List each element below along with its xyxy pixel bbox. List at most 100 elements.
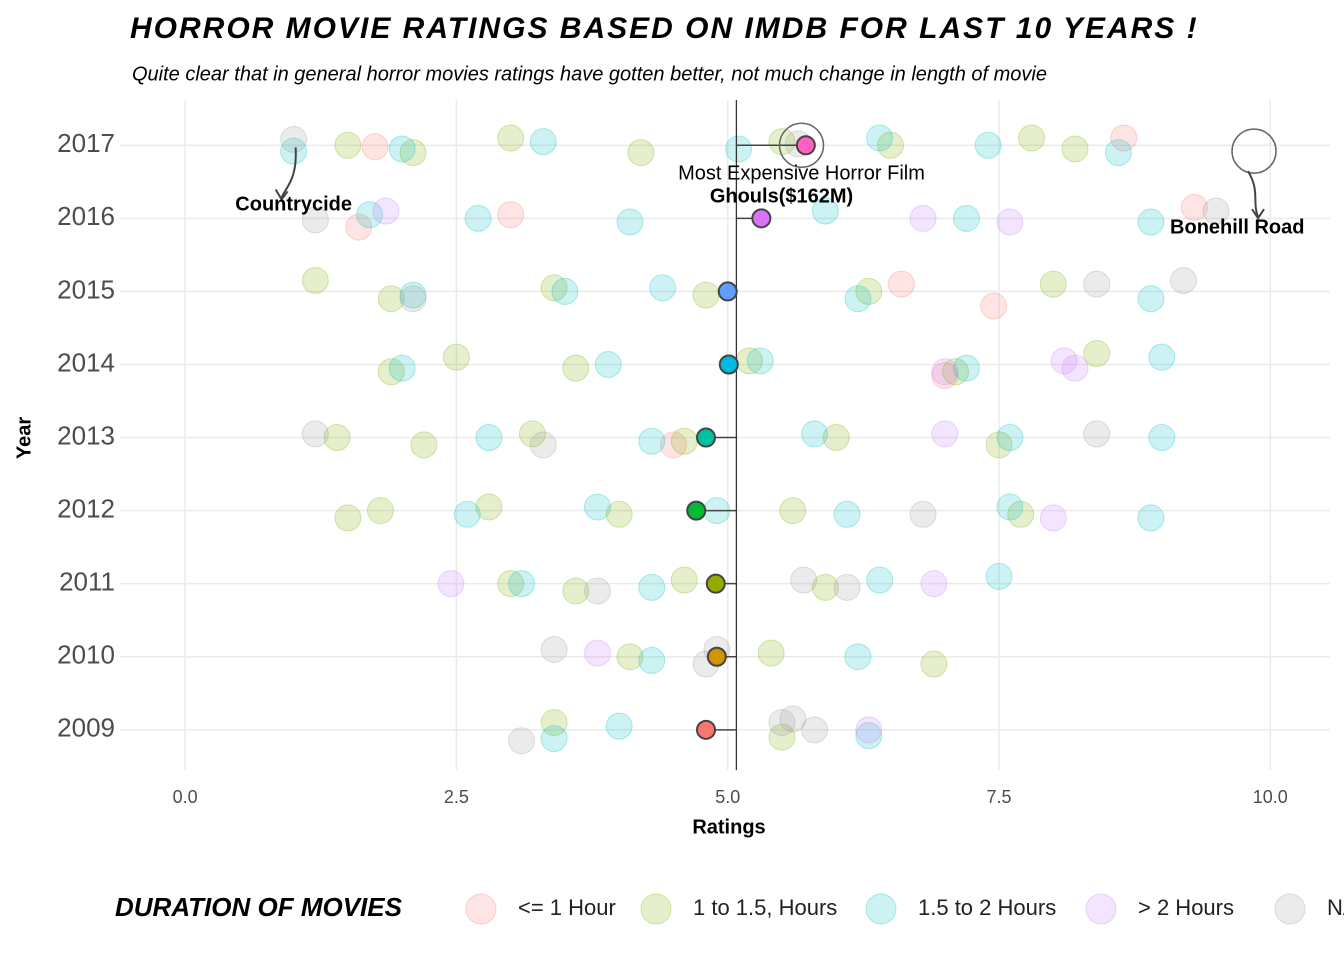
annotation: Countrycide	[235, 194, 352, 216]
point	[801, 716, 829, 744]
point	[659, 431, 687, 459]
point	[497, 201, 525, 229]
legend-swatch	[865, 893, 897, 925]
point	[388, 354, 416, 382]
point	[605, 500, 633, 528]
x-tick-label: 0.0	[173, 787, 198, 807]
legend-swatch	[640, 893, 672, 925]
point	[301, 420, 329, 448]
point	[996, 208, 1024, 236]
x-tick-label: 2.5	[444, 787, 469, 807]
point	[1148, 424, 1176, 452]
point	[497, 124, 525, 152]
point	[594, 350, 622, 378]
y-axis-label: Year	[13, 417, 35, 459]
point	[529, 128, 557, 156]
point	[649, 274, 677, 302]
point	[1018, 124, 1046, 152]
point	[1110, 124, 1138, 152]
point	[410, 431, 438, 459]
point	[1039, 504, 1067, 532]
point	[1148, 343, 1176, 371]
point	[855, 277, 883, 305]
y-tick-label: 2015	[57, 274, 115, 304]
point	[811, 197, 839, 225]
x-tick-label: 7.5	[986, 787, 1011, 807]
point	[583, 493, 611, 521]
legend-label: <= 1 Hour	[518, 895, 616, 920]
x-tick-label: 5.0	[715, 787, 740, 807]
point	[920, 570, 948, 598]
point	[996, 493, 1024, 521]
point	[540, 274, 568, 302]
point	[399, 285, 427, 313]
point	[442, 343, 470, 371]
year-mean	[696, 719, 717, 740]
arrow-head	[274, 188, 289, 202]
highlight-ring	[1231, 128, 1277, 174]
point	[453, 500, 481, 528]
point	[638, 427, 666, 455]
point	[518, 420, 546, 448]
point	[1039, 270, 1067, 298]
point	[833, 500, 861, 528]
annotation: Ghouls($162M)	[710, 186, 853, 208]
point	[616, 643, 644, 671]
y-tick-label: 2011	[59, 567, 115, 597]
point	[372, 197, 400, 225]
point	[627, 139, 655, 167]
annotation-note: Most Expensive Horror Film	[678, 163, 925, 185]
point	[811, 573, 839, 601]
point	[692, 281, 720, 309]
arrow	[280, 147, 297, 198]
point	[497, 570, 525, 598]
x-tick-label: 10.0	[1253, 787, 1288, 807]
legend-swatch	[1274, 893, 1306, 925]
point	[399, 281, 427, 309]
point	[931, 361, 959, 389]
point	[1169, 266, 1197, 294]
year-mean	[717, 281, 738, 302]
point	[475, 424, 503, 452]
point	[670, 427, 698, 455]
point	[996, 424, 1024, 452]
legend-swatch	[465, 893, 497, 925]
point	[952, 354, 980, 382]
point	[508, 570, 536, 598]
point	[1083, 420, 1111, 448]
point	[1050, 347, 1078, 375]
point	[725, 135, 753, 163]
arrow	[1247, 170, 1259, 218]
point	[301, 206, 329, 234]
point	[540, 709, 568, 737]
point	[583, 639, 611, 667]
point	[980, 292, 1008, 320]
legend-label: > 2 Hours	[1138, 895, 1234, 920]
point	[583, 577, 611, 605]
point	[822, 424, 850, 452]
point	[768, 709, 796, 737]
y-tick-label: 2013	[57, 420, 115, 450]
point	[746, 347, 774, 375]
point	[377, 285, 405, 313]
point	[887, 270, 915, 298]
point	[356, 201, 384, 229]
point	[909, 204, 937, 232]
point	[1083, 270, 1111, 298]
point	[437, 570, 465, 598]
point	[540, 635, 568, 663]
point	[529, 431, 557, 459]
legend-label: 1.5 to 2 Hours	[918, 895, 1056, 920]
point	[1137, 208, 1165, 236]
point	[1202, 197, 1230, 225]
point	[866, 566, 894, 594]
point	[866, 124, 894, 152]
annotation: Bonehill Road	[1170, 216, 1304, 238]
point	[551, 277, 579, 305]
point	[670, 566, 698, 594]
point	[323, 424, 351, 452]
y-tick-label: 2012	[57, 493, 115, 523]
point	[952, 204, 980, 232]
point	[909, 500, 937, 528]
point	[399, 139, 427, 167]
